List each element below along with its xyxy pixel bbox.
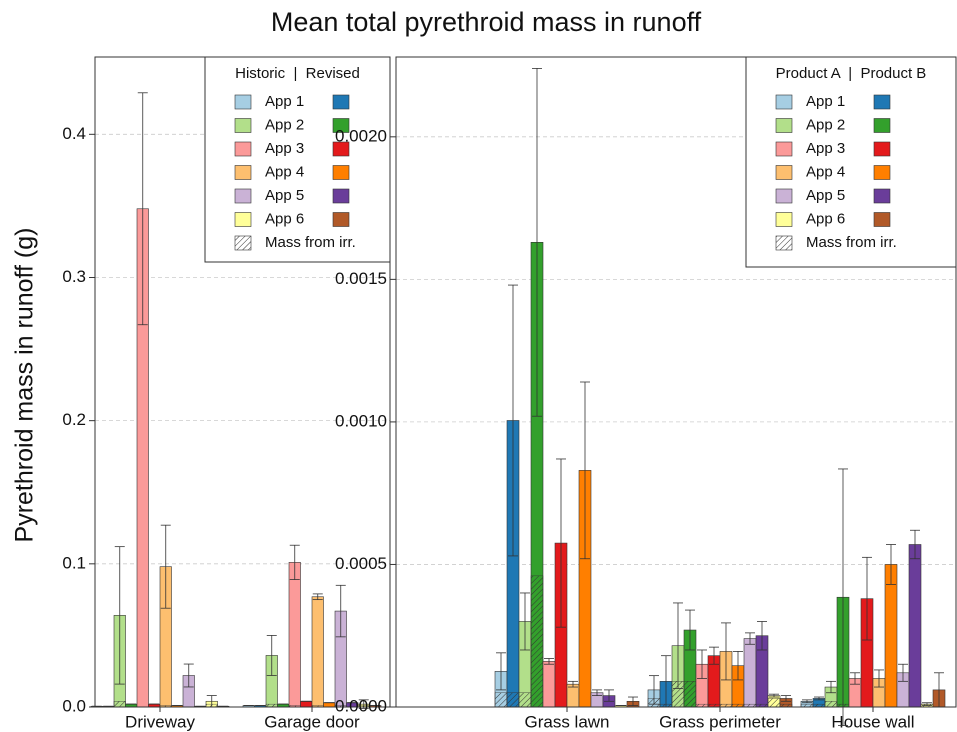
- chart-title: Mean total pyrethroid mass in runoff: [271, 7, 702, 37]
- legend-swatch: [332, 141, 350, 157]
- legend-swatch: [873, 212, 891, 227]
- legend-label: App 2: [806, 116, 845, 133]
- legend-swatch: [873, 188, 891, 204]
- y-tick-label: 0.0: [62, 696, 86, 715]
- legend-swatch: [234, 165, 252, 180]
- irr-hatch: [113, 701, 126, 708]
- legend-swatch: [873, 94, 891, 110]
- legend-swatch: [775, 94, 793, 110]
- legend-swatch: [873, 118, 891, 133]
- y-tick-label: 0.1: [62, 553, 86, 572]
- legend-label: App 2: [265, 116, 304, 133]
- bar: [323, 702, 336, 708]
- legend-label: App 3: [265, 140, 304, 157]
- legend-swatch: [775, 212, 793, 227]
- legend-swatch: [234, 141, 252, 157]
- legend-label: App 4: [265, 163, 304, 180]
- bar: [884, 564, 898, 708]
- legend-swatch: [775, 235, 793, 251]
- legend-swatch: [234, 212, 252, 227]
- y-tick-label: 0.0015: [335, 269, 387, 288]
- legend-swatch: [332, 165, 350, 180]
- x-tick-label: Garage door: [264, 712, 360, 731]
- legend-swatch: [775, 118, 793, 133]
- x-tick-label: Grass perimeter: [659, 712, 781, 731]
- legend-box: [204, 56, 391, 263]
- legend-swatch: [234, 118, 252, 133]
- bar: [300, 700, 313, 708]
- legend-swatch: [775, 188, 793, 204]
- legend-label: App 5: [806, 187, 845, 204]
- legend-swatch: [775, 165, 793, 180]
- legend-swatch: [873, 141, 891, 157]
- x-tick-label: Grass lawn: [524, 712, 609, 731]
- legend-title: Product A | Product B: [776, 65, 927, 82]
- bar: [908, 544, 922, 708]
- y-tick-label: 0.3: [62, 267, 86, 286]
- bar: [542, 661, 556, 708]
- y-tick-label: 0.4: [62, 124, 86, 143]
- legend-swatch: [873, 165, 891, 180]
- y-tick-label: 0.0020: [335, 126, 387, 145]
- x-tick-label: Driveway: [125, 712, 195, 731]
- legend-swatch: [234, 235, 252, 251]
- irr-hatch: [506, 692, 520, 708]
- legend-swatch: [332, 188, 350, 204]
- bar: [288, 562, 301, 708]
- irr-hatch: [767, 698, 781, 708]
- irr-hatch: [683, 681, 697, 708]
- legend-swatch: [775, 141, 793, 157]
- legend-swatch: [234, 188, 252, 204]
- irr-hatch: [824, 701, 838, 708]
- legend-label: App 4: [806, 163, 845, 180]
- legend-label: App 3: [806, 140, 845, 157]
- y-tick-label: 0.0010: [335, 411, 387, 430]
- legend-box: [745, 56, 957, 268]
- legend-label: Mass from irr.: [806, 234, 897, 251]
- irr-hatch: [518, 692, 532, 708]
- bar: [311, 596, 324, 708]
- legend-label: Mass from irr.: [265, 234, 356, 251]
- irr-hatch: [530, 575, 544, 708]
- legend-swatch: [332, 118, 350, 133]
- y-axis-label: Pyrethroid mass in runoff (g): [11, 228, 39, 543]
- legend-label: App 6: [265, 210, 304, 227]
- bar: [566, 683, 580, 708]
- legend-label: App 1: [265, 93, 304, 110]
- bar: [743, 638, 757, 708]
- legend-label: App 1: [806, 93, 845, 110]
- legend-title: Historic | Revised: [235, 65, 360, 82]
- y-tick-label: 0.0000: [335, 696, 387, 715]
- legend-swatch: [332, 94, 350, 110]
- legend-label: App 6: [806, 210, 845, 227]
- x-tick-label: House wall: [831, 712, 914, 731]
- legend-swatch: [234, 94, 252, 110]
- plot-frame: [395, 56, 957, 708]
- y-tick-label: 0.0005: [335, 554, 387, 573]
- y-tick-label: 0.2: [62, 410, 86, 429]
- irr-hatch: [494, 692, 508, 708]
- legend-swatch: [332, 212, 350, 227]
- legend-label: App 5: [265, 187, 304, 204]
